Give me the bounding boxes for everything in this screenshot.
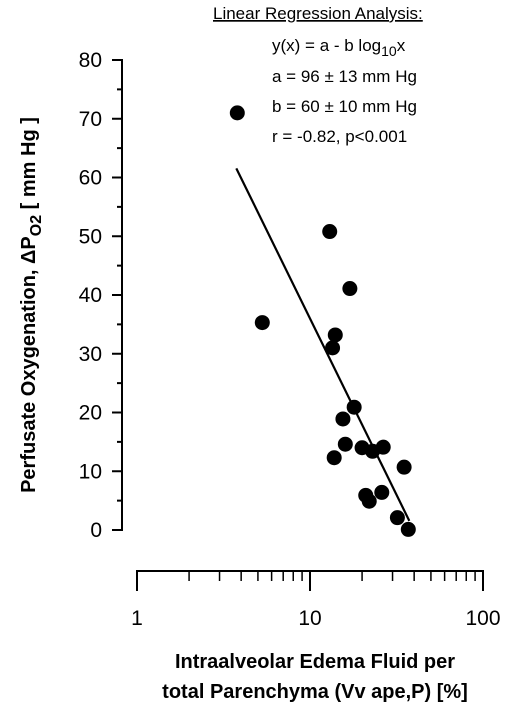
y-tick-label: 50: [79, 225, 102, 248]
data-point: [389, 510, 405, 526]
data-point: [396, 459, 412, 475]
x-axis-title-line-1: Intraalveolar Edema Fluid per: [175, 651, 455, 673]
data-point: [400, 521, 416, 537]
annotation-equation: y(x) = a - b log10x: [272, 36, 406, 59]
y-tick-label: 0: [90, 519, 102, 542]
y-tick-label: 30: [79, 343, 102, 366]
data-point: [337, 436, 353, 452]
y-axis-title: Perfusate Oxygenation, ΔPO2 [ mm Hg ]: [18, 117, 45, 493]
annotation-title: Linear Regression Analysis:: [213, 4, 423, 23]
y-tick-label: 40: [79, 284, 102, 307]
regression-line: [235, 167, 411, 522]
x-axis: 1 10 100: [131, 570, 501, 630]
data-point: [335, 411, 351, 427]
x-tick-label: 100: [465, 607, 500, 630]
data-point: [327, 327, 343, 343]
y-axis: 0 10 20 30 40 50 60 70 80: [79, 49, 123, 542]
data-point: [374, 484, 390, 500]
annotation-a: a = 96 ± 13 mm Hg: [272, 67, 417, 86]
data-point: [229, 105, 245, 121]
annotation-b: b = 60 ± 10 mm Hg: [272, 97, 417, 116]
data-point: [361, 493, 377, 509]
regression-annotation: Linear Regression Analysis: y(x) = a - b…: [213, 4, 423, 146]
regression-line-layer: [235, 167, 411, 522]
x-axis-title-line-2: total Parenchyma (Vv ape,P) [%]: [162, 681, 468, 703]
annotation-r: r = -0.82, p<0.001: [272, 127, 407, 146]
data-point: [326, 450, 342, 466]
y-tick-label: 10: [79, 460, 102, 483]
data-point: [325, 340, 341, 356]
x-tick-label: 10: [298, 607, 321, 630]
data-point: [375, 439, 391, 455]
data-point: [342, 281, 358, 297]
data-point: [346, 399, 362, 415]
y-tick-label: 60: [79, 167, 102, 190]
y-tick-label: 20: [79, 402, 102, 425]
x-tick-label: 1: [131, 607, 143, 630]
data-point: [322, 224, 338, 240]
data-points: [229, 105, 416, 537]
y-tick-label: 80: [79, 49, 102, 72]
y-tick-label: 70: [79, 108, 102, 131]
data-point: [254, 315, 270, 331]
